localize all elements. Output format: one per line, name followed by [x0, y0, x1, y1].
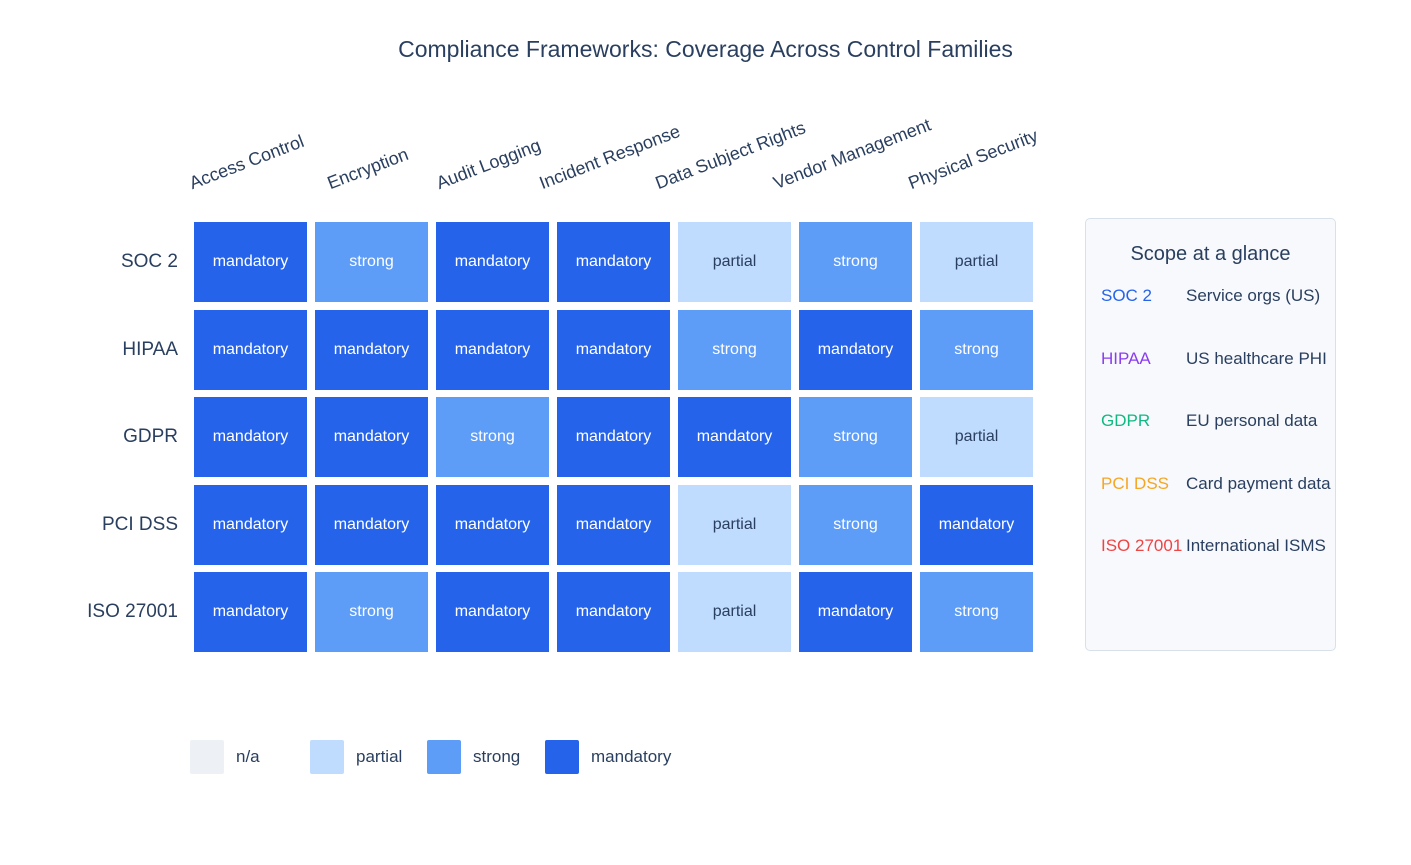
heatmap-cell: mandatory — [315, 484, 428, 565]
legend-label: strong — [473, 747, 521, 766]
scope-entry: PCI DSS Card payment data — [1086, 472, 1335, 496]
scope-entry-name: HIPAA — [1101, 348, 1151, 368]
scope-entry-name: GDPR — [1101, 411, 1151, 430]
scope-entry-description: Card payment data — [1186, 473, 1331, 493]
legend-swatch — [427, 740, 461, 774]
legend-item: mandatory — [545, 740, 671, 774]
scope-entry: ISO 27001 International ISMS — [1086, 534, 1335, 558]
heatmap-cell: mandatory — [799, 309, 912, 390]
legend-item: n/a — [190, 740, 260, 774]
legend-label: mandatory — [591, 747, 672, 766]
heatmap-cell: mandatory — [799, 572, 912, 652]
heatmap-cell: mandatory — [557, 572, 670, 652]
legend-swatch — [310, 740, 344, 774]
heatmap-cell: mandatory — [557, 397, 670, 477]
heatmap-cell: mandatory — [557, 222, 670, 302]
heatmap-cell: partial — [920, 222, 1033, 302]
heatmap-cell: strong — [799, 222, 912, 302]
heatmap-cell: strong — [920, 572, 1033, 652]
legend-item: partial — [310, 740, 402, 774]
legend-swatch — [190, 740, 224, 774]
heatmap-cell: strong — [920, 309, 1033, 390]
heatmap-cell: mandatory — [436, 484, 549, 565]
heatmap-cell: mandatory — [678, 397, 791, 477]
row-label: HIPAA — [122, 338, 178, 360]
heatmap-cell: mandatory — [315, 309, 428, 390]
heatmap-cell: partial — [678, 484, 791, 565]
heatmap-cell: strong — [678, 309, 791, 390]
heatmap-cell: mandatory — [436, 222, 549, 302]
heatmap-cell: mandatory — [194, 309, 307, 390]
legend-label: n/a — [236, 747, 260, 766]
row-label: PCI DSS — [101, 513, 178, 535]
heatmap-cell: mandatory — [557, 309, 670, 390]
legend-swatch — [545, 740, 579, 774]
scope-entry-name: SOC 2 — [1101, 286, 1153, 305]
row-label: SOC 2 — [120, 251, 178, 272]
heatmap-grid: mandatory strong mandatory mandatory partial… — [194, 222, 1033, 652]
column-label: Encryption — [324, 143, 411, 194]
scope-entry-name: PCI DSS — [1101, 473, 1170, 493]
heatmap-cell: mandatory — [557, 484, 670, 565]
heatmap-cell: strong — [799, 397, 912, 477]
column-label: Access Control — [186, 131, 307, 194]
heatmap-cell: mandatory — [194, 222, 307, 302]
scope-entry-description: Service orgs (US) — [1186, 286, 1321, 305]
heatmap-cell: mandatory — [920, 484, 1033, 565]
heatmap-cell: partial — [678, 222, 791, 302]
heatmap-cell: mandatory — [194, 484, 307, 565]
heatmap-cell: strong — [315, 222, 428, 302]
scope-entry-description: US healthcare PHI — [1186, 348, 1327, 368]
chart-title: Compliance Frameworks: Coverage Across C… — [398, 36, 1013, 62]
scope-entry-description: International ISMS — [1186, 536, 1326, 555]
scope-entry: SOC 2 Service orgs (US) — [1086, 284, 1335, 308]
column-label: Audit Logging — [433, 134, 544, 194]
heatmap-cell: strong — [315, 572, 428, 652]
heatmap-cell: strong — [436, 397, 549, 477]
scope-entry: HIPAA US healthcare PHI — [1086, 347, 1335, 371]
heatmap-cell: mandatory — [436, 572, 549, 652]
heatmap-cell: partial — [678, 572, 791, 652]
row-label: ISO 27001 — [87, 601, 178, 622]
heatmap-cell: partial — [920, 397, 1033, 477]
heatmap-cell: mandatory — [315, 397, 428, 477]
heatmap-cell: mandatory — [436, 309, 549, 390]
heatmap-cell: strong — [799, 484, 912, 565]
scope-entry-name: ISO 27001 — [1101, 536, 1183, 555]
heatmap-cell: mandatory — [194, 572, 307, 652]
scope-panel: Scope at a glance SOC 2 Service orgs (US)… — [1085, 218, 1336, 651]
legend-item: strong — [427, 740, 520, 774]
legend-label: partial — [356, 747, 403, 766]
row-label: GDPR — [123, 426, 178, 447]
scope-entry: GDPR EU personal data — [1086, 409, 1335, 433]
scope-entry-description: EU personal data — [1186, 411, 1318, 430]
scope-panel-title: Scope at a glance — [1130, 243, 1291, 265]
heatmap-cell: mandatory — [194, 397, 307, 477]
